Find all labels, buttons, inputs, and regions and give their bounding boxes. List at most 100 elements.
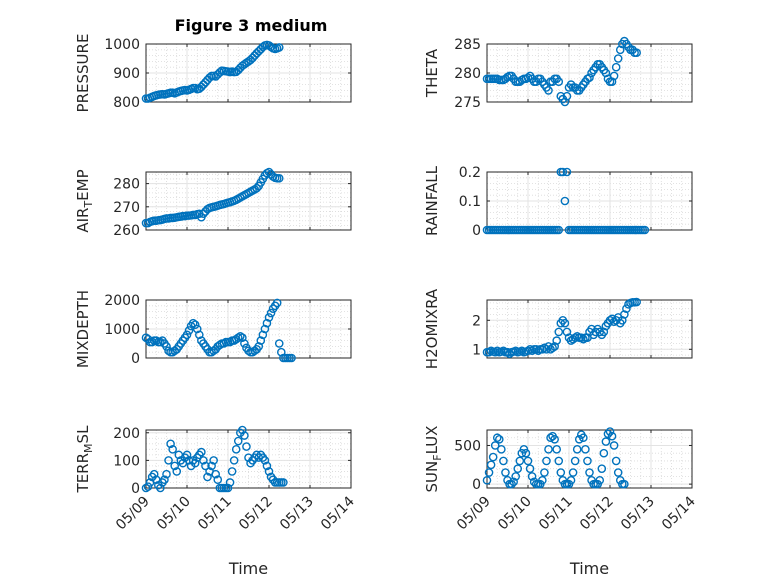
- data-point: [503, 347, 512, 357]
- data-point: [199, 456, 208, 465]
- y-axis-label: THETA: [423, 48, 441, 98]
- y-axis-label: SUNFLUX: [423, 426, 444, 493]
- data-point: [632, 48, 641, 58]
- data-point: [213, 475, 223, 485]
- y-tick-label: 100: [113, 453, 140, 469]
- data-point: [254, 342, 264, 351]
- y-tick-label: 800: [113, 95, 140, 111]
- y-tick-label: 0.1: [459, 194, 481, 210]
- data-point: [517, 346, 527, 356]
- x-tick-label: 05/14: [659, 493, 699, 533]
- data-point: [184, 326, 194, 335]
- data-point: [223, 483, 233, 493]
- data-point: [242, 442, 251, 451]
- data-point: [264, 313, 274, 322]
- x-tick-label: 05/09: [454, 494, 494, 534]
- data-point: [521, 448, 531, 458]
- y-tick-label: 0: [472, 223, 481, 239]
- data-point: [550, 434, 559, 444]
- data-point: [240, 431, 249, 440]
- data-point: [605, 315, 615, 325]
- y-axis-label: AIRTEMP: [74, 169, 95, 232]
- data-point: [550, 342, 559, 351]
- y-tick-label: 0: [472, 477, 481, 493]
- data-point: [492, 346, 502, 356]
- x-axis-label: Time: [228, 559, 268, 578]
- data-point: [511, 472, 521, 481]
- data-point: [556, 468, 566, 477]
- data-point: [585, 73, 594, 82]
- data-point: [525, 464, 535, 473]
- y-tick-label: 280: [113, 177, 140, 193]
- x-tick-label: 05/11: [536, 494, 576, 534]
- data-point: [611, 62, 621, 72]
- data-point: [552, 445, 562, 454]
- data-point: [260, 324, 270, 334]
- subplot-air_temp: 260 270 280 AIRTEMP: [74, 167, 352, 239]
- data-point: [554, 225, 564, 235]
- data-point: [182, 450, 192, 460]
- data-point: [488, 452, 498, 462]
- x-tick-label: 05/14: [318, 493, 358, 533]
- data-point: [207, 461, 216, 471]
- data-point: [211, 469, 220, 479]
- data-point: [497, 445, 506, 454]
- data-point: [542, 456, 551, 466]
- data-point: [149, 469, 159, 479]
- data-point: [258, 42, 268, 52]
- data-point: [215, 68, 225, 77]
- data-point: [233, 333, 243, 343]
- x-tick-label: 05/10: [154, 494, 194, 534]
- data-point: [538, 475, 547, 485]
- data-point: [197, 447, 206, 457]
- data-point: [607, 431, 617, 441]
- data-point: [240, 339, 249, 348]
- data-point: [527, 346, 537, 356]
- data-point: [585, 468, 594, 477]
- data-point: [147, 337, 157, 347]
- subplot-rainfall: 0 0.1 0.2 RAINFALL: [423, 165, 693, 239]
- data-point: [546, 433, 555, 443]
- data-point: [554, 77, 564, 86]
- data-point: [279, 478, 288, 487]
- data-point: [552, 336, 562, 345]
- y-tick-label: 285: [454, 37, 481, 53]
- data-point: [151, 336, 161, 345]
- data-point: [256, 336, 266, 345]
- data-point: [548, 343, 557, 353]
- data-point: [219, 339, 229, 348]
- data-point: [266, 42, 276, 52]
- data-point: [527, 472, 537, 481]
- y-axis-label: MIXDEPTH: [74, 290, 92, 368]
- y-tick-label: 2: [472, 313, 481, 329]
- y-tick-label: 260: [113, 223, 140, 239]
- data-point: [540, 468, 549, 477]
- data-point: [509, 477, 518, 487]
- data-point: [607, 77, 617, 86]
- y-axis-label: RAINFALL: [423, 165, 441, 236]
- x-tick-label: 05/13: [277, 494, 317, 534]
- y-tick-label: 1: [472, 342, 481, 358]
- y-tick-label: 2000: [104, 293, 140, 309]
- data-point: [566, 475, 576, 485]
- data-point: [484, 347, 494, 357]
- data-point: [554, 327, 564, 337]
- data-point: [190, 458, 200, 468]
- data-point: [640, 225, 650, 235]
- data-point: [235, 331, 245, 341]
- data-point: [274, 339, 284, 348]
- y-tick-label: 200: [113, 426, 140, 442]
- data-point: [156, 483, 165, 493]
- data-point: [266, 308, 276, 318]
- data-point: [605, 427, 615, 436]
- data-point: [203, 472, 212, 482]
- subplot-mixdepth: 0 1000 2000 MIXDEPTH: [74, 290, 352, 368]
- data-point: [601, 68, 611, 78]
- data-point: [490, 441, 500, 450]
- data-point: [190, 320, 200, 329]
- data-point: [194, 330, 204, 340]
- data-point: [615, 45, 625, 55]
- y-tick-label: 270: [113, 200, 140, 216]
- data-point: [632, 297, 641, 307]
